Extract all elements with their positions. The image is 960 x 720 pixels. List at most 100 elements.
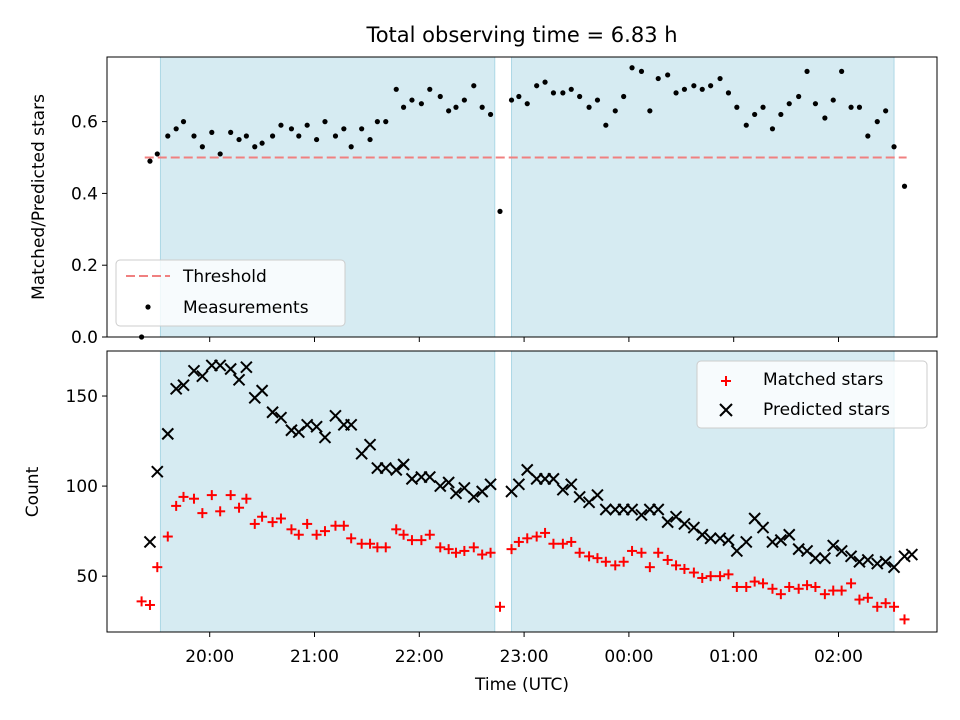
measurement-point (848, 104, 854, 110)
matched-point (319, 526, 330, 537)
matched-point (793, 583, 804, 594)
predicted-point (344, 418, 358, 432)
measurement-point (322, 119, 328, 125)
measurement-point (453, 104, 459, 110)
measurement-point (534, 83, 540, 89)
predicted-point (255, 384, 269, 397)
measurement-point (409, 97, 415, 103)
predicted-point (635, 508, 648, 522)
matched-legend-swatch (721, 376, 731, 386)
measurement-point (259, 140, 265, 146)
measurement-point (743, 122, 749, 128)
measurement-point (393, 86, 399, 92)
matched-point (136, 596, 147, 607)
predicted-point (521, 463, 534, 477)
measurement-point (304, 122, 310, 128)
matched-point (610, 560, 621, 571)
y-tick-label: 0.2 (71, 256, 98, 276)
y-tick-label: 50 (76, 567, 98, 587)
measurement-point (655, 75, 661, 82)
matched-point (548, 538, 559, 549)
matched-point (889, 601, 900, 612)
measurement-point (778, 111, 784, 118)
measurement-point (883, 108, 889, 114)
measurement-point (359, 126, 365, 132)
matched-point (311, 529, 322, 540)
measurements-legend-swatch (145, 304, 151, 310)
matched-point (162, 531, 173, 542)
matched-point (705, 571, 716, 582)
measurement-point (822, 115, 828, 121)
matched-point (241, 493, 252, 504)
x-tick-label: 23:00 (500, 647, 549, 667)
y-tick-label: 0.6 (71, 113, 98, 133)
matched-point (171, 500, 182, 511)
matched-point (391, 524, 402, 535)
matched-point (636, 547, 647, 558)
measurement-point (865, 133, 871, 139)
measurement-point (313, 136, 320, 143)
matched-point (767, 583, 778, 594)
measurement-point (348, 144, 354, 150)
measurement-point (209, 129, 215, 135)
y-tick-label: 150 (66, 387, 98, 407)
legend-box (696, 360, 928, 429)
matched-point (286, 524, 297, 535)
matched-point (566, 536, 577, 547)
matched-point (416, 535, 427, 546)
matched-point (293, 529, 304, 540)
measurement-point (332, 133, 339, 139)
predicted-point (434, 479, 447, 493)
matched-point (468, 542, 479, 553)
measurement-point (173, 126, 179, 132)
matched-point (257, 511, 268, 522)
measurement-point (191, 133, 197, 139)
measurement-point (446, 108, 452, 114)
measurement-point (236, 136, 242, 143)
chart-title: Total observing time = 6.83 h (365, 23, 677, 47)
measurement-point (154, 151, 160, 157)
predicted-point (652, 503, 665, 516)
matched-point (584, 551, 595, 562)
matched-point (406, 535, 417, 546)
measurement-point (560, 90, 566, 96)
measurement-points (138, 65, 908, 340)
predicted-point (809, 551, 822, 565)
predicted-point (591, 488, 604, 502)
matched-point (627, 545, 638, 556)
measurement-point (296, 133, 302, 139)
measurement-point (856, 104, 863, 110)
predicted-point (844, 550, 858, 563)
measurement-point (341, 126, 347, 132)
predicted-point (556, 483, 570, 496)
y-tick-label: 100 (66, 477, 98, 497)
x-tick-label: 02:00 (814, 647, 863, 667)
matched-point (618, 556, 629, 567)
predicted-point (774, 533, 788, 547)
matched-point (600, 556, 611, 567)
predicted-point (285, 424, 298, 437)
legend-label-matched: Matched stars (763, 370, 883, 390)
matched-point (758, 578, 769, 589)
matched-point (802, 580, 813, 591)
matched-point (267, 517, 278, 528)
predicted-point (169, 382, 183, 396)
count-panel: 50 100 150 20:00 21:00 22:00 23:00 00:00 01:00 0… (23, 350, 938, 695)
measurement-point (199, 144, 205, 150)
predicted-point (625, 503, 639, 516)
matched-point (477, 549, 488, 560)
x-tick-label: 01:00 (709, 647, 758, 667)
predicted-point (423, 470, 436, 484)
matched-point (380, 542, 391, 553)
predicted-point (442, 476, 455, 489)
measurement-point (252, 144, 258, 150)
matched-point (494, 601, 505, 612)
matched-point (234, 502, 245, 513)
matched-point (862, 592, 873, 603)
predicted-point (704, 532, 717, 545)
measurement-point (471, 83, 477, 89)
matched-point (144, 599, 155, 610)
measurement-point (367, 136, 373, 143)
matched-point (899, 614, 910, 625)
measurement-point (691, 83, 697, 89)
